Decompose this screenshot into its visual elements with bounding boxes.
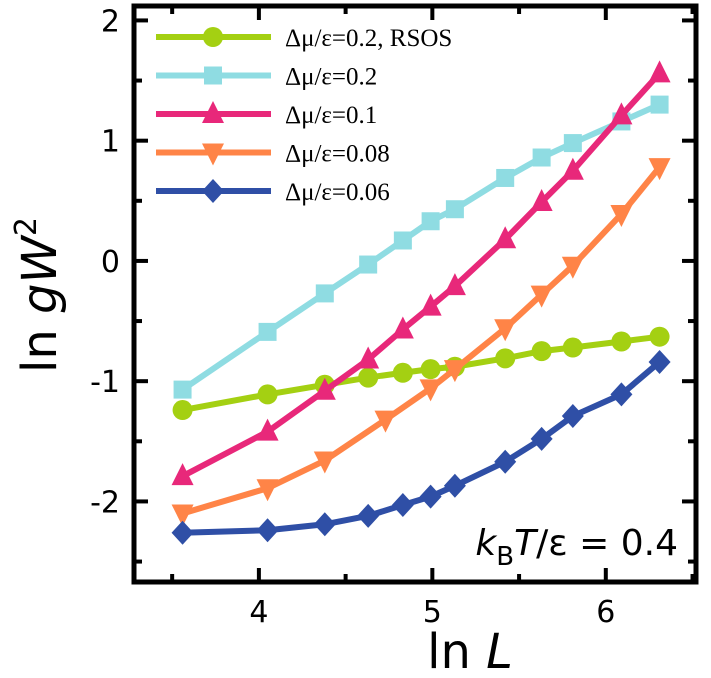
series: [173, 95, 669, 399]
diamond-marker: [357, 503, 380, 528]
y-tick-label: 1: [101, 125, 120, 160]
triangle-down-marker: [313, 451, 336, 474]
y-tick-label: 0: [101, 245, 120, 280]
triangle-down-marker: [561, 256, 584, 279]
circle-marker: [611, 331, 632, 352]
triangle-up-marker: [391, 316, 414, 339]
square-marker: [315, 284, 334, 303]
legend: Δμ/ε=0.2, RSOS Δμ/ε=0.2 Δμ/ε=0.1 Δμ/ε=0.08 Δ…: [156, 25, 452, 206]
series: [171, 158, 671, 527]
square-marker: [650, 95, 669, 114]
square-marker: [496, 168, 515, 187]
diamond-marker: [530, 426, 553, 451]
square-marker: [532, 148, 551, 167]
circle-marker: [562, 337, 583, 358]
legend-label: Δμ/ε=0.2: [285, 64, 377, 91]
square-marker: [563, 134, 582, 153]
series: [171, 60, 671, 486]
triangle-down-marker: [171, 504, 194, 527]
series-layer: [171, 60, 671, 545]
y-tick-label: 2: [101, 4, 120, 39]
triangle-up-marker: [443, 273, 466, 296]
triangle-up-marker: [530, 189, 553, 212]
circle-marker: [203, 27, 223, 47]
series-line: [182, 359, 662, 536]
triangle-down-marker: [494, 319, 517, 342]
circle-marker: [358, 367, 379, 388]
triangle-down-marker: [610, 205, 633, 228]
triangle-up-marker: [561, 157, 584, 180]
legend-label: Δμ/ε=0.2, RSOS: [285, 25, 452, 52]
triangle-down-marker: [419, 379, 442, 402]
square-marker: [359, 255, 378, 274]
y-tick-label: -2: [90, 485, 120, 520]
square-marker: [258, 322, 277, 341]
triangle-up-marker: [494, 226, 517, 249]
diamond-marker: [494, 449, 517, 474]
diamond-marker: [313, 512, 336, 537]
diamond-marker: [256, 518, 279, 543]
triangle-up-marker: [202, 101, 224, 123]
circle-marker: [420, 359, 441, 380]
triangle-up-marker: [419, 293, 442, 316]
series: [171, 349, 671, 545]
legend-label: Δμ/ε=0.1: [285, 102, 377, 129]
triangle-down-marker: [374, 410, 397, 433]
diamond-marker: [391, 493, 414, 518]
triangle-down-marker: [530, 285, 553, 308]
plot-frame: [131, 3, 699, 585]
square-marker: [445, 200, 464, 219]
legend-item: Δμ/ε=0.08: [156, 141, 390, 168]
legend-item: Δμ/ε=0.06: [156, 179, 390, 206]
x-tick-label: 6: [596, 595, 615, 630]
triangle-up-marker: [171, 463, 194, 486]
circle-marker: [392, 362, 413, 383]
legend-item: Δμ/ε=0.2, RSOS: [156, 25, 452, 52]
square-marker: [421, 212, 440, 231]
x-axis-label: ln L: [427, 624, 513, 678]
circle-marker: [172, 400, 193, 421]
square-marker: [173, 380, 192, 399]
circle-marker: [495, 348, 516, 369]
diamond-marker: [171, 520, 194, 545]
triangle-up-marker: [256, 418, 279, 441]
temperature-annotation: kBT/ε = 0.4: [475, 523, 678, 572]
diamond-marker: [443, 473, 466, 498]
triangle-down-marker: [443, 360, 466, 383]
circle-marker: [531, 341, 552, 362]
circle-marker: [649, 326, 670, 347]
x-tick-label: 5: [423, 595, 442, 630]
square-marker: [393, 231, 412, 250]
diamond-marker: [648, 349, 671, 374]
diamond-marker: [419, 484, 442, 509]
legend-item: Δμ/ε=0.1: [156, 101, 377, 129]
legend-label: Δμ/ε=0.08: [285, 141, 390, 168]
triangle-up-marker: [648, 60, 671, 83]
diamond-marker: [561, 404, 584, 429]
series-line: [182, 333, 660, 413]
square-marker: [204, 66, 222, 85]
triangle-up-marker: [610, 102, 633, 125]
triangle-up-marker: [313, 377, 336, 400]
triangle-down-marker: [648, 158, 671, 181]
y-axis-label: ln gW2: [9, 217, 68, 373]
legend-item: Δμ/ε=0.2: [156, 64, 377, 91]
diamond-marker: [202, 179, 224, 203]
triangle-up-marker: [357, 346, 380, 369]
triangle-down-marker: [202, 143, 224, 166]
diamond-marker: [610, 382, 633, 407]
circle-marker: [257, 384, 278, 405]
y-tick-label: -1: [90, 365, 120, 400]
triangle-down-marker: [256, 479, 279, 502]
legend-label: Δμ/ε=0.06: [285, 179, 390, 206]
x-tick-label: 4: [249, 595, 268, 630]
